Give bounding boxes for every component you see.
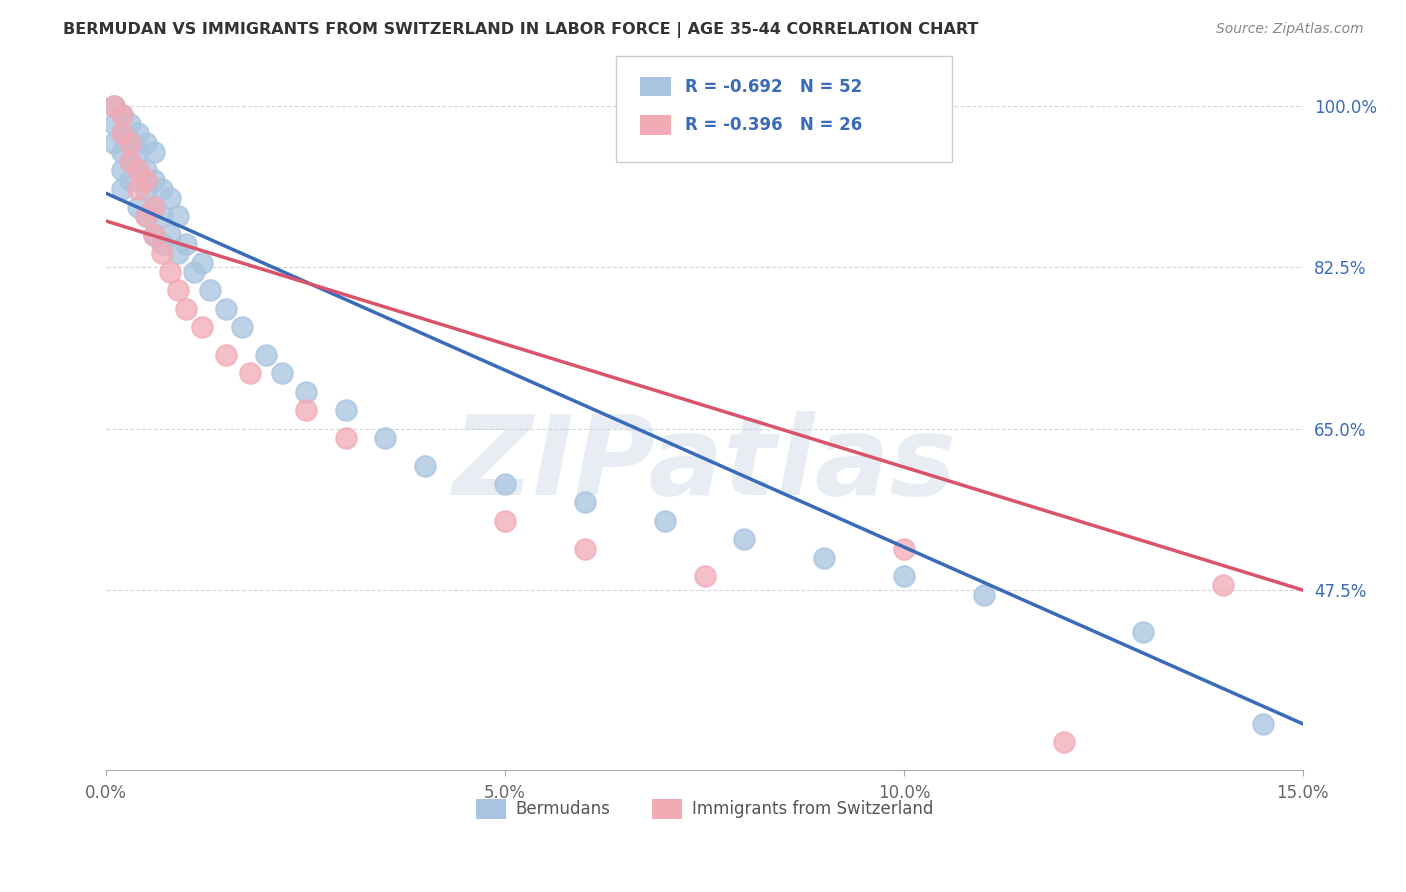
Point xyxy=(127,163,149,178)
Point xyxy=(120,154,142,169)
Point xyxy=(103,99,125,113)
Point xyxy=(135,182,157,196)
Point xyxy=(111,127,134,141)
Point xyxy=(654,514,676,528)
Point xyxy=(135,163,157,178)
Point xyxy=(143,200,166,214)
Point xyxy=(183,265,205,279)
Point xyxy=(294,384,316,399)
Point xyxy=(893,569,915,583)
Point xyxy=(239,366,262,380)
Point xyxy=(574,495,596,509)
Point xyxy=(1251,717,1274,731)
Point xyxy=(191,255,214,269)
Point xyxy=(494,477,516,491)
Point xyxy=(120,136,142,150)
Point xyxy=(127,200,149,214)
Point xyxy=(103,117,125,131)
Point xyxy=(120,136,142,150)
Point xyxy=(574,541,596,556)
Point xyxy=(143,172,166,186)
Point xyxy=(150,246,173,260)
Point xyxy=(143,227,166,242)
Point xyxy=(103,99,125,113)
Text: R = -0.396   N = 26: R = -0.396 N = 26 xyxy=(685,116,862,134)
Point xyxy=(335,403,357,417)
Point xyxy=(1132,624,1154,639)
Text: R = -0.692   N = 52: R = -0.692 N = 52 xyxy=(685,78,862,95)
Point xyxy=(111,145,134,159)
Point xyxy=(215,301,238,316)
Point xyxy=(494,514,516,528)
Legend: Bermudans, Immigrants from Switzerland: Bermudans, Immigrants from Switzerland xyxy=(470,792,941,826)
Point xyxy=(127,127,149,141)
Point xyxy=(167,246,190,260)
Point xyxy=(135,210,157,224)
Point xyxy=(150,182,173,196)
Point xyxy=(143,227,166,242)
Point xyxy=(111,127,134,141)
Point xyxy=(135,136,157,150)
Point xyxy=(159,227,181,242)
Point xyxy=(270,366,292,380)
Point xyxy=(120,154,142,169)
Point xyxy=(813,550,835,565)
Point xyxy=(174,237,197,252)
Point xyxy=(150,237,173,252)
Point xyxy=(374,431,396,445)
Point xyxy=(135,172,157,186)
Point xyxy=(231,320,253,334)
Point xyxy=(415,458,437,473)
Point xyxy=(174,301,197,316)
Point xyxy=(111,163,134,178)
Point xyxy=(294,403,316,417)
Point xyxy=(335,431,357,445)
Point xyxy=(111,108,134,122)
Point xyxy=(893,541,915,556)
Point xyxy=(143,200,166,214)
Point xyxy=(159,265,181,279)
Point xyxy=(733,533,755,547)
Point xyxy=(103,136,125,150)
Point xyxy=(111,108,134,122)
Text: Source: ZipAtlas.com: Source: ZipAtlas.com xyxy=(1216,22,1364,37)
Text: ZIPatlas: ZIPatlas xyxy=(453,411,956,518)
Point xyxy=(135,210,157,224)
Point xyxy=(120,172,142,186)
Point xyxy=(127,145,149,159)
Point xyxy=(191,320,214,334)
Point xyxy=(159,191,181,205)
Point xyxy=(167,210,190,224)
Point xyxy=(1052,735,1074,749)
Point xyxy=(973,588,995,602)
Point xyxy=(254,348,277,362)
Point xyxy=(150,210,173,224)
Text: BERMUDAN VS IMMIGRANTS FROM SWITZERLAND IN LABOR FORCE | AGE 35-44 CORRELATION C: BERMUDAN VS IMMIGRANTS FROM SWITZERLAND … xyxy=(63,22,979,38)
Point xyxy=(111,182,134,196)
Point xyxy=(120,117,142,131)
Point xyxy=(127,182,149,196)
Point xyxy=(693,569,716,583)
Point xyxy=(143,145,166,159)
Point xyxy=(167,283,190,297)
Point xyxy=(215,348,238,362)
Point xyxy=(198,283,221,297)
Point xyxy=(1212,578,1234,592)
Point xyxy=(127,163,149,178)
